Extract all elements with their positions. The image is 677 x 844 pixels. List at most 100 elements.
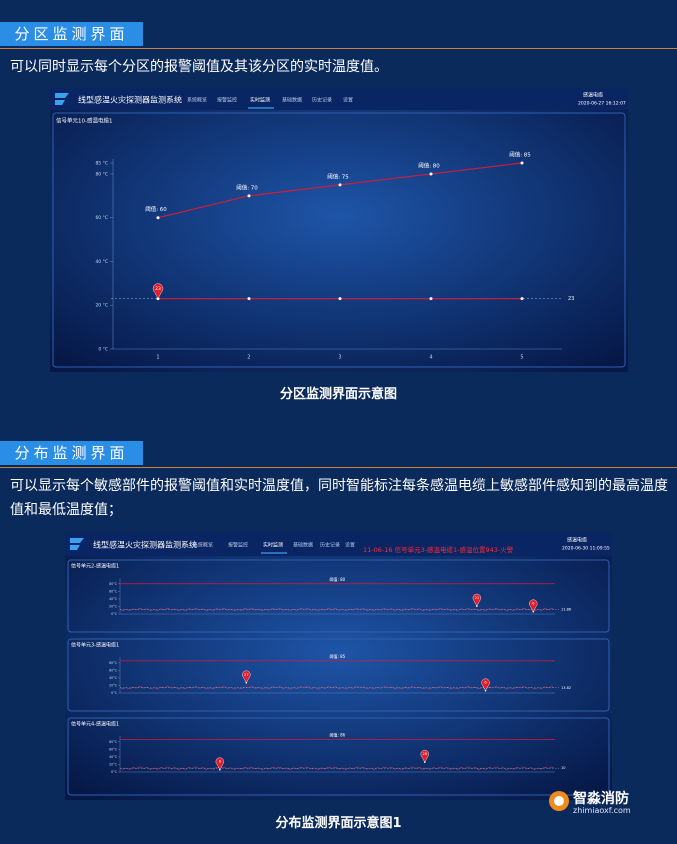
nav-item[interactable]: 系统概览 [187,97,207,104]
threshold-label: 阈值: 60 [145,205,167,213]
section-title: 分布监测界面 [0,441,143,465]
threshold-point [429,172,433,176]
marker-label: 21 [475,596,480,600]
threshold-point [247,194,251,198]
user: 感温电缆 [583,92,603,99]
threshold-label: 阈值: 85 [509,151,531,159]
marker-label: 6 [532,602,535,606]
y-tick-label: 0 °C [98,347,108,353]
y-tick-label: 20°C [109,762,118,766]
extreme-x [476,605,478,607]
y-tick-label: 20°C [109,604,118,608]
alarm: 11-06-16 信号单元3-感温电缆1-感温位置943-火警 [363,545,514,554]
threshold-label: 阈值: 80 [330,576,346,582]
marker-pin [420,749,429,763]
y-tick-label: 80°C [109,582,118,586]
marker-pin [529,599,538,613]
x-tick-label: 5 [520,355,523,361]
nav-item[interactable]: 基础数据 [293,542,313,549]
y-tick-label: 0°C [111,691,118,695]
x-tick-label: 4 [429,355,432,361]
screen-bg [50,88,628,372]
marker-pin [481,678,490,692]
extreme-x [219,768,221,771]
nav-item[interactable]: 系统概览 [193,542,213,549]
nav-item[interactable]: 设置 [343,97,353,104]
nav-item[interactable]: 实时监测 [250,97,270,104]
top-bar [65,533,612,556]
caption: 分布监测界面示意图1 [275,816,402,831]
logo-icon [55,93,69,105]
y-tick-label: 60°C [109,747,118,751]
rule [0,48,677,49]
panel-title: 信号单元2-感温电缆1 [71,563,119,570]
y-tick-label: 20°C [109,683,118,687]
threshold-label: 阈值: 80 [418,161,440,169]
y-tick-label: 80 °C [95,171,108,177]
temperature-point [429,297,433,301]
marker-pin [242,670,251,684]
watermark-name: 智淼消防 [573,791,629,807]
threshold-point [338,183,342,187]
nav-item[interactable]: 实时监测 [263,542,283,549]
threshold-label: 阈值: 85 [330,653,346,659]
panel-title: 信号单元4-感温电缆1 [71,721,119,728]
app-title: 线型感温火灾探测器监测系统 [93,540,197,550]
top-bar [50,88,628,110]
y-tick-label: 80°C [109,661,118,665]
datetime: 2020-06-27 16:12:07 [578,101,626,107]
user: 感温电缆 [567,537,587,544]
panel-title: 信号单元10-感温电缆1 [56,117,112,125]
datetime: 2020-06-30 11:09:55 [562,546,610,552]
threshold-label: 阈值: 70 [236,183,258,191]
x-tick-label: 3 [338,355,341,361]
x-tick-label: 2 [247,355,250,361]
end-label: 13.82 [561,686,571,690]
threshold-point [520,161,524,165]
y-tick-label: 60 °C [95,215,108,221]
y-tick-label: 0°C [111,612,118,616]
y-tick-label: 40 °C [95,259,108,265]
threshold-label: 阈值: 86 [330,732,346,738]
marker-label: 6 [484,681,487,685]
screen-bg [65,533,612,800]
end-label: 23 [568,296,574,302]
app-title: 线型感温火灾探测器监测系统 [78,95,182,105]
panel [52,112,626,368]
panel [67,638,610,712]
caption: 分区监测界面示意图 [279,387,397,402]
nav-item[interactable]: 报警监控 [217,97,237,104]
marker-label: 6 [219,760,222,764]
marker-label: 26 [422,752,427,756]
extreme-x [423,761,426,763]
logo-icon [70,538,84,550]
section-title: 分区监测界面 [0,22,143,46]
watermark-icon [549,791,569,811]
paragraph: 可以同时显示每个分区的报警阈值及其该分区的实时温度值。 [10,59,388,75]
y-tick-label: 40°C [109,676,118,680]
watermark-url: zhimiaoxf.com [573,806,631,815]
nav-item[interactable]: 设置 [345,542,355,549]
nav-item[interactable]: 报警监控 [228,542,248,549]
rule [0,467,677,468]
nav-item[interactable]: 历史记录 [312,97,332,104]
y-tick-label: 60°C [109,589,118,593]
end-label: 10 [561,766,565,770]
temperature-point [247,297,251,301]
y-tick-label: 60°C [109,668,118,672]
nav-item[interactable]: 历史记录 [320,542,340,549]
y-tick-label: 85 °C [95,161,108,167]
y-tick-label: 80°C [109,740,118,744]
marker-label: 23 [155,286,161,292]
nav-item[interactable]: 基础数据 [282,97,302,104]
threshold-label: 阈值: 75 [327,172,349,180]
y-tick-label: 20 °C [95,303,108,309]
temperature-point [338,297,342,301]
marker-pin [472,593,482,607]
extreme-x [484,689,487,692]
marker-label: 27 [244,673,249,677]
threshold-point [156,216,160,220]
screenshot: 线型感温火灾探测器监测系统系统概览 报警监控 实时监测 基础数据 历史记录 设置 感温电缆 2… [50,88,628,372]
temperature-point [520,297,524,301]
